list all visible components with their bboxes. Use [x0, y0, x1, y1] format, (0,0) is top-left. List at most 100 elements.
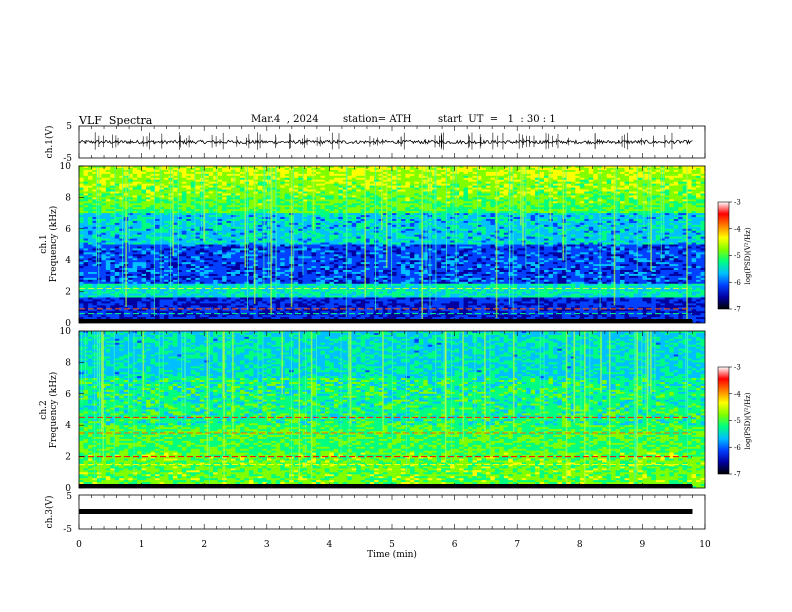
- ch1-waveform-line: [78, 139, 693, 146]
- spectrogram-cell: [561, 173, 567, 177]
- spectrogram-cell: [530, 171, 536, 175]
- spectrogram-cell: [150, 187, 156, 191]
- spectrogram-cell: [463, 217, 469, 220]
- spectrogram-cell: [320, 211, 326, 214]
- spectrogram-cell: [132, 171, 138, 175]
- spectrogram-cell: [535, 181, 541, 185]
- spectrogram-cell: [101, 213, 107, 216]
- spectrogram-cell: [329, 201, 335, 204]
- spectrogram-cell: [369, 169, 375, 173]
- spectrogram-cell: [593, 203, 599, 206]
- spectrogram-cell: [280, 222, 286, 226]
- spectrogram-cell: [418, 220, 424, 224]
- spectrogram-cell: [159, 205, 165, 208]
- spectrogram-cell: [575, 183, 581, 187]
- spectrogram-cell: [333, 232, 339, 236]
- spectrogram-cell: [392, 207, 397, 210]
- spectrogram-cell: [642, 167, 648, 171]
- spectrogram-cell: [360, 195, 366, 198]
- spectrogram-cell: [615, 218, 621, 222]
- spectrogram-cell: [664, 215, 670, 218]
- spectrogram-cell: [137, 215, 143, 218]
- spectrogram-cell: [110, 187, 116, 191]
- spectrogram-cell: [119, 183, 125, 187]
- spectrogram-cell: [172, 213, 178, 216]
- spectrogram-cell: [226, 217, 232, 220]
- spectrogram-cell: [315, 169, 321, 173]
- spectrogram-cell: [418, 201, 424, 204]
- spectrogram-cell: [418, 177, 424, 181]
- spectrogram-cell: [119, 222, 125, 226]
- spectrogram-cell: [342, 195, 348, 198]
- spectrogram-cell: [257, 205, 263, 208]
- spectrogram-cell: [333, 218, 339, 222]
- spectrogram-cell: [293, 193, 299, 196]
- spectrogram-cell: [320, 220, 326, 224]
- spectrogram-cell: [503, 171, 509, 175]
- spectrogram-cell: [593, 215, 599, 218]
- spectrogram-cell: [575, 201, 581, 204]
- spectrogram-cell: [570, 205, 576, 208]
- spectrogram-cell: [284, 222, 290, 226]
- spectrogram-cell: [351, 209, 357, 212]
- spectrogram-cell: [150, 181, 156, 185]
- spectrogram-cell: [445, 215, 451, 218]
- spectrogram-cell: [190, 193, 196, 196]
- spectrogram-cell: [365, 171, 371, 175]
- spectrogram-cell: [293, 203, 299, 206]
- spectrogram-cell: [611, 222, 617, 226]
- spectrogram-cell: [620, 181, 626, 185]
- spectrogram-cell: [298, 197, 304, 200]
- spectrogram-cell: [83, 215, 89, 218]
- spectrogram-cell: [687, 220, 693, 224]
- spectrogram-cell: [275, 226, 281, 230]
- spectrogram-cell: [329, 218, 335, 222]
- spectrogram-cell: [481, 218, 487, 222]
- spectrogram-cell: [195, 179, 201, 183]
- spectrogram-cell: [508, 185, 514, 189]
- spectrogram-cell: [275, 197, 281, 200]
- spectrogram-cell: [114, 189, 120, 193]
- spectrogram-cell: [678, 199, 684, 202]
- spectrogram-cell: [454, 209, 460, 212]
- spectrogram-cell: [503, 222, 509, 226]
- spectrogram-cell: [570, 183, 576, 187]
- spectrogram-cell: [512, 179, 518, 183]
- spectrogram-cell: [159, 211, 165, 214]
- spectrogram-cell: [544, 185, 549, 189]
- spectrogram-cell: [226, 218, 232, 222]
- spectrogram-cell: [463, 179, 469, 183]
- spectrogram-cell: [441, 211, 447, 214]
- spectrogram-cell: [92, 185, 98, 189]
- spectrogram-cell: [253, 181, 259, 185]
- spectrogram-cell: [633, 195, 639, 198]
- spectrogram-cell: [347, 211, 353, 214]
- spectrogram-cell: [280, 230, 286, 234]
- spectrogram-cell: [468, 187, 473, 191]
- spectrogram-cell: [539, 187, 545, 191]
- spectrogram-cell: [275, 217, 281, 220]
- spectrogram-cell: [92, 167, 98, 171]
- spectrogram-cell: [329, 193, 335, 196]
- spectrogram-cell: [414, 205, 420, 208]
- spectrogram-cell: [177, 222, 183, 226]
- spectrogram-cell: [360, 185, 366, 189]
- spectrogram-cell: [508, 205, 514, 208]
- spectrogram-cell: [347, 173, 353, 177]
- spectrogram-cell: [338, 187, 344, 191]
- spectrogram-cell: [454, 207, 460, 210]
- spectrogram-cell: [369, 185, 375, 189]
- spectrogram-cell: [217, 220, 223, 224]
- spectrogram-cell: [651, 222, 657, 226]
- spectrogram-cell: [155, 230, 160, 234]
- spectrogram-cell: [552, 220, 558, 224]
- spectrogram-cell: [87, 197, 93, 200]
- spectrogram-cell: [96, 189, 102, 193]
- spectrogram-cell: [405, 211, 411, 214]
- spectrogram-cell: [329, 230, 335, 234]
- spectrogram-cell: [248, 177, 254, 181]
- spectrogram-cell: [620, 191, 626, 194]
- spectrogram-cell: [508, 222, 514, 226]
- spectrogram-cell: [414, 217, 420, 220]
- spectrogram-cell: [347, 215, 353, 218]
